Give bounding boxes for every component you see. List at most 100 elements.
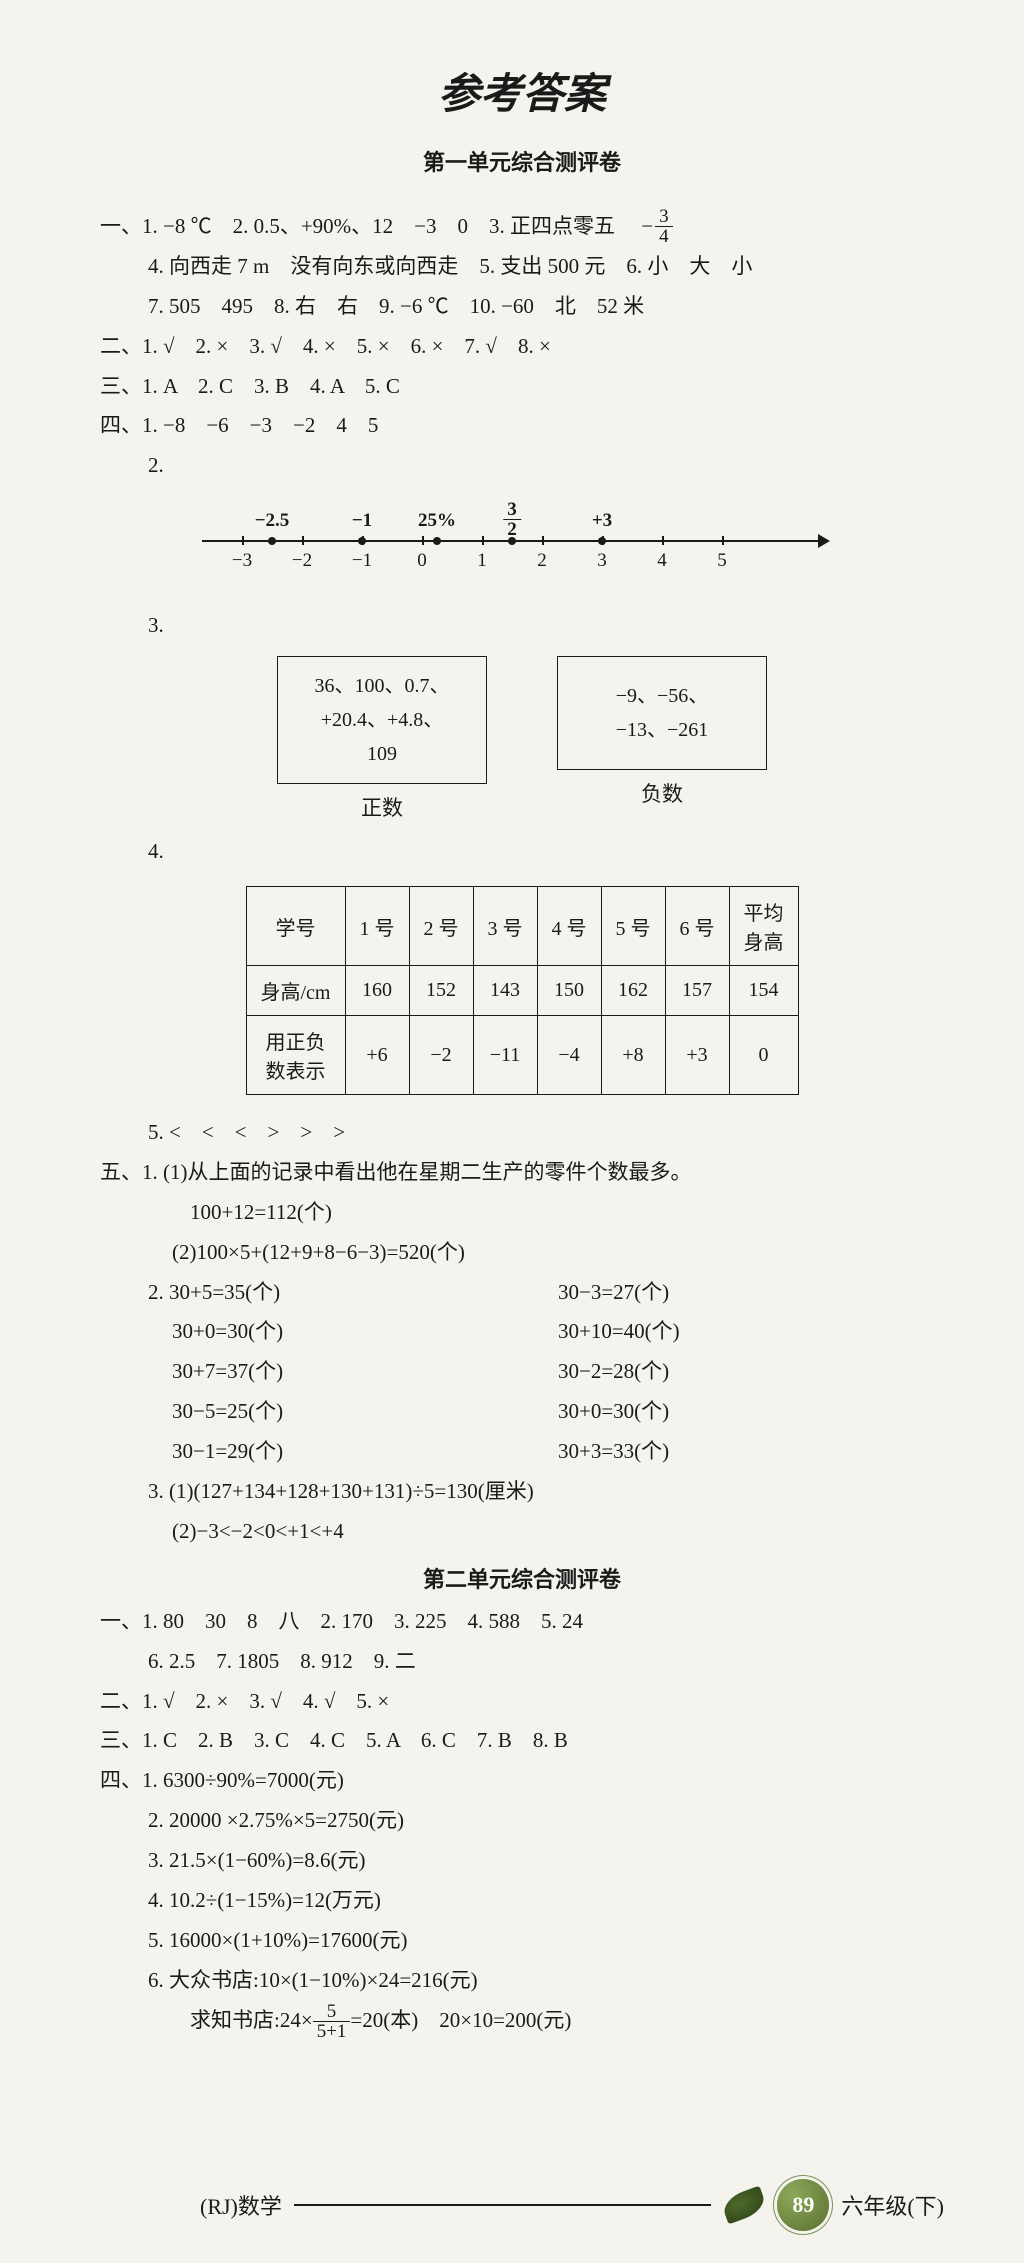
table-header: 1 号 bbox=[345, 887, 409, 966]
table-cell: 0 bbox=[729, 1016, 798, 1095]
calc-b: 30−3=27(个) bbox=[558, 1273, 944, 1313]
calc-b: 30−2=28(个) bbox=[558, 1352, 944, 1392]
box-line: 109 bbox=[302, 737, 462, 771]
table-header: 3 号 bbox=[473, 887, 537, 966]
calc-columns: 2. 30+5=35(个) 30+0=30(个) 30+7=37(个) 30−5… bbox=[100, 1273, 944, 1472]
s4-l2: 2. bbox=[100, 446, 944, 486]
s4-l3: 3. bbox=[100, 606, 944, 646]
text: 一、1. −8 ℃ 2. 0.5、+90%、12 −3 0 3. 正四点零五 bbox=[100, 214, 615, 238]
tick-label: −2 bbox=[292, 550, 312, 572]
s2-l1: 二、1. √ 2. × 3. √ 4. × 5. × 6. × 7. √ 8. … bbox=[100, 327, 944, 367]
footer-left: (RJ)数学 bbox=[200, 2189, 282, 2221]
u2s4-l5: 5. 16000×(1+10%)=17600(元) bbox=[100, 1921, 944, 1961]
point-label: +3 bbox=[592, 510, 612, 532]
tick bbox=[482, 536, 484, 545]
tick-label: 3 bbox=[597, 550, 607, 572]
u2s4-l4: 4. 10.2÷(1−15%)=12(万元) bbox=[100, 1881, 944, 1921]
calc-a: 30−1=29(个) bbox=[148, 1432, 558, 1472]
table-cell: 152 bbox=[409, 966, 473, 1016]
calc-a: 30+7=37(个) bbox=[148, 1352, 558, 1392]
tick-label: 0 bbox=[417, 550, 427, 572]
s5-l10: (2)−3<−2<0<+1<+4 bbox=[100, 1512, 944, 1552]
table-header: 2 号 bbox=[409, 887, 473, 966]
tick-label: 5 bbox=[717, 550, 727, 572]
s5-l3: (2)100×5+(12+9+8−6−3)=520(个) bbox=[100, 1233, 944, 1273]
negative-box: −9、−56、 −13、−261 bbox=[557, 656, 767, 770]
u2s1-l2: 6. 2.5 7. 1805 8. 912 9. 二 bbox=[100, 1642, 944, 1682]
table-cell: 150 bbox=[537, 966, 601, 1016]
calc-a: 2. 30+5=35(个) bbox=[148, 1273, 558, 1313]
point bbox=[598, 537, 606, 545]
tick bbox=[242, 536, 244, 545]
denominator: 4 bbox=[655, 227, 673, 246]
u2s4-l7: 求知书店:24×55+1=20(本) 20×10=200(元) bbox=[100, 2001, 944, 2042]
tick-label: −3 bbox=[232, 550, 252, 572]
point bbox=[358, 537, 366, 545]
fraction: 55+1 bbox=[313, 2002, 351, 2041]
page-footer: (RJ)数学 89 六年级(下) bbox=[0, 2179, 1024, 2231]
denominator: 5+1 bbox=[313, 2022, 351, 2041]
tick-label: 4 bbox=[657, 550, 667, 572]
table-cell: 用正负数表示 bbox=[246, 1016, 345, 1095]
calc-b: 30+10=40(个) bbox=[558, 1312, 944, 1352]
pos-neg-boxes: 36、100、0.7、 +20.4、+4.8、 109 正数 −9、−56、 −… bbox=[100, 656, 944, 822]
u2s1-l1: 一、1. 80 30 8 八 2. 170 3. 225 4. 588 5. 2… bbox=[100, 1602, 944, 1642]
s1-l3: 7. 505 495 8. 右 右 9. −6 ℃ 10. −60 北 52 米 bbox=[100, 287, 944, 327]
tick bbox=[542, 536, 544, 545]
tick-label: 2 bbox=[537, 550, 547, 572]
table-header: 4 号 bbox=[537, 887, 601, 966]
table-cell: 身高/cm bbox=[246, 966, 345, 1016]
table-cell: +3 bbox=[665, 1016, 729, 1095]
table-cell: +6 bbox=[345, 1016, 409, 1095]
u2s4-l3: 3. 21.5×(1−60%)=8.6(元) bbox=[100, 1841, 944, 1881]
calc-b: 30+3=33(个) bbox=[558, 1432, 944, 1472]
numerator: 3 bbox=[655, 207, 673, 227]
point bbox=[433, 537, 441, 545]
table-header: 学号 bbox=[246, 887, 345, 966]
box-line: −9、−56、 bbox=[582, 679, 742, 713]
positive-label: 正数 bbox=[277, 792, 487, 822]
box-line: −13、−261 bbox=[582, 713, 742, 747]
unit1-title: 第一单元综合测评卷 bbox=[100, 145, 944, 177]
point-label: −2.5 bbox=[255, 510, 290, 532]
u2s4-l6: 6. 大众书店:10×(1−10%)×24=216(元) bbox=[100, 1961, 944, 2001]
table-header: 5 号 bbox=[601, 887, 665, 966]
table-cell: −11 bbox=[473, 1016, 537, 1095]
arrow-icon bbox=[818, 534, 830, 548]
footer-rule bbox=[294, 2204, 711, 2206]
calc-a: 30+0=30(个) bbox=[148, 1312, 558, 1352]
s1-l2: 4. 向西走 7 m 没有向东或向西走 5. 支出 500 元 6. 小 大 小 bbox=[100, 247, 944, 287]
positive-col: 36、100、0.7、 +20.4、+4.8、 109 正数 bbox=[277, 656, 487, 822]
s5-l9: 3. (1)(127+134+128+130+131)÷5=130(厘米) bbox=[100, 1472, 944, 1512]
calc-a: 30−5=25(个) bbox=[148, 1392, 558, 1432]
calc-b: 30+0=30(个) bbox=[558, 1392, 944, 1432]
table-cell: 160 bbox=[345, 966, 409, 1016]
tick bbox=[662, 536, 664, 545]
page-number-badge: 89 bbox=[777, 2179, 829, 2231]
height-table: 学号1 号2 号3 号4 号5 号6 号平均身高身高/cm16015214315… bbox=[100, 886, 944, 1095]
tick bbox=[302, 536, 304, 545]
text: =20(本) 20×10=200(元) bbox=[350, 2008, 571, 2032]
tick-label: −1 bbox=[352, 550, 372, 572]
box-line: +20.4、+4.8、 bbox=[302, 703, 462, 737]
s1-l1: 一、1. −8 ℃ 2. 0.5、+90%、12 −3 0 3. 正四点零五 −… bbox=[100, 207, 944, 247]
table-header: 平均身高 bbox=[729, 887, 798, 966]
table-cell: 157 bbox=[665, 966, 729, 1016]
point bbox=[268, 537, 276, 545]
table-cell: +8 bbox=[601, 1016, 665, 1095]
minus-sign: − bbox=[620, 207, 653, 247]
text: 求知书店:24× bbox=[190, 2008, 313, 2032]
table-header: 6 号 bbox=[665, 887, 729, 966]
u2s4-l1: 四、1. 6300÷90%=7000(元) bbox=[100, 1761, 944, 1801]
fraction: 3 4 bbox=[655, 207, 673, 246]
tick bbox=[422, 536, 424, 545]
s4-l4: 4. bbox=[100, 832, 944, 872]
table-cell: −4 bbox=[537, 1016, 601, 1095]
main-title: 参考答案 bbox=[100, 60, 944, 121]
table-cell: −2 bbox=[409, 1016, 473, 1095]
s4-l1: 四、1. −8 −6 −3 −2 4 5 bbox=[100, 406, 944, 446]
u2s4-l2: 2. 20000 ×2.75%×5=2750(元) bbox=[100, 1801, 944, 1841]
u2s3-l1: 三、1. C 2. B 3. C 4. C 5. A 6. C 7. B 8. … bbox=[100, 1721, 944, 1761]
tick-label: 1 bbox=[477, 550, 487, 572]
s5-l1: 五、1. (1)从上面的记录中看出他在星期二生产的零件个数最多。 bbox=[100, 1153, 944, 1193]
